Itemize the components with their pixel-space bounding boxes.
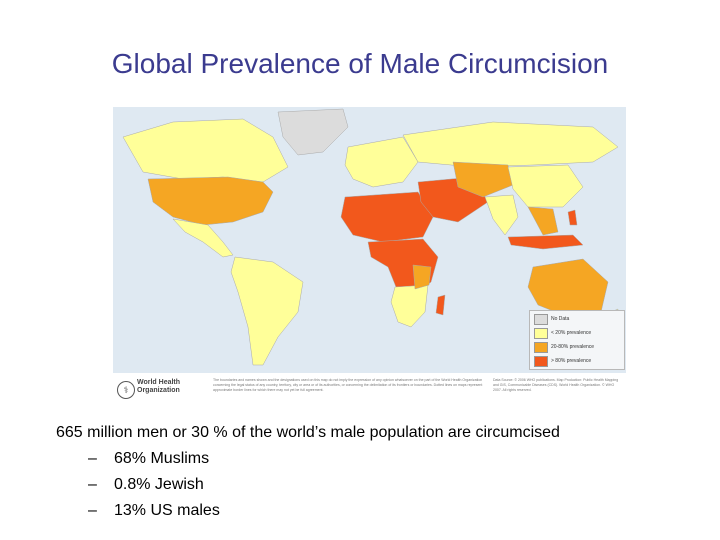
statement: 665 million men or 30 % of the world’s m… xyxy=(56,424,560,441)
world-map-graphic xyxy=(113,107,626,373)
organization-name: World Health Organization xyxy=(137,379,181,394)
bullet-dash: – xyxy=(88,502,97,519)
slide-title: Global Prevalence of Male Circumcision xyxy=(111,48,609,79)
indonesia-region xyxy=(507,234,584,250)
legend-item: No Data xyxy=(530,313,624,325)
bullet-text: 0.8% Jewish xyxy=(114,476,204,493)
usa-region xyxy=(147,176,274,226)
bullet-item: –68% Muslims xyxy=(56,446,696,472)
russia-region xyxy=(402,121,619,168)
central-asia-region xyxy=(452,161,514,198)
legend-item: > 80% prevalence xyxy=(530,355,624,367)
greenland-region xyxy=(277,108,349,156)
philippines-region xyxy=(567,209,578,226)
bullet-dash: – xyxy=(88,476,97,493)
europe-region xyxy=(344,136,419,188)
bullet-text: 13% US males xyxy=(114,502,220,519)
south-america-region xyxy=(230,256,304,366)
who-emblem-icon: ⚕ xyxy=(117,381,135,399)
slide-body: 665 million men or 30 % of the world’s m… xyxy=(56,420,696,524)
legend-label: 20-80% prevalence xyxy=(551,344,595,350)
bullet-dash: – xyxy=(88,450,97,467)
map-source: Data Source: © 2006 WHO publications. Ma… xyxy=(493,378,619,392)
bullet-item: –0.8% Jewish xyxy=(56,472,696,498)
map-legend: No Data < 20% prevalence 20-80% prevalen… xyxy=(529,310,625,370)
legend-label: > 80% prevalence xyxy=(551,358,592,364)
legend-swatch xyxy=(534,327,548,339)
map-disclaimer: The boundaries and names shown and the d… xyxy=(213,378,483,392)
legend-swatch xyxy=(534,355,548,367)
mexico-region xyxy=(172,218,234,258)
legend-item: 20-80% prevalence xyxy=(530,341,624,353)
canada-region xyxy=(122,118,289,183)
india-region xyxy=(484,194,519,236)
legend-item: < 20% prevalence xyxy=(530,327,624,339)
legend-label: < 20% prevalence xyxy=(551,330,592,336)
east-africa-orange-region xyxy=(412,264,432,290)
legend-swatch xyxy=(534,341,548,353)
bullet-text: 68% Muslims xyxy=(114,450,210,467)
north-africa-region xyxy=(340,191,434,243)
bullet-list: –68% Muslims –0.8% Jewish –13% US males xyxy=(56,446,696,524)
map-footer: ⚕ World Health Organization The boundari… xyxy=(113,373,626,406)
legend-label: No Data xyxy=(551,316,570,322)
legend-swatch xyxy=(534,313,548,325)
southeast-asia-region xyxy=(527,206,559,236)
world-prevalence-map: No Data < 20% prevalence 20-80% prevalen… xyxy=(113,107,626,406)
bullet-item: –13% US males xyxy=(56,498,696,524)
china-region xyxy=(507,164,584,208)
madagascar-region xyxy=(435,294,446,316)
